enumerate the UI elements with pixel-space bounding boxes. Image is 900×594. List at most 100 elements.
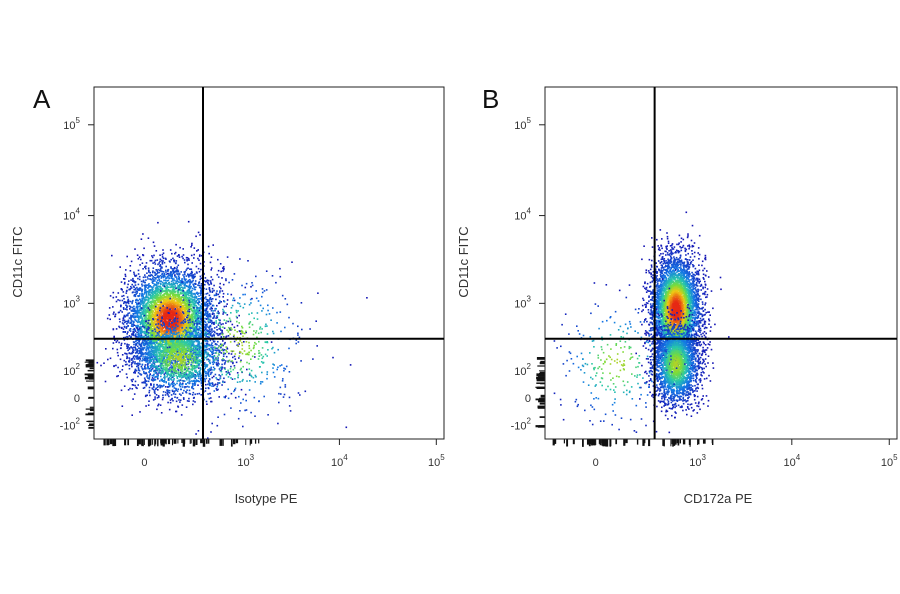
event-dot [186, 289, 189, 292]
event-dot [171, 252, 173, 255]
event-dot [198, 298, 200, 300]
event-dot [220, 352, 223, 354]
event-dot [186, 296, 188, 299]
event-dot [155, 293, 158, 296]
event-dot [156, 321, 159, 323]
event-dot [182, 324, 184, 327]
event-dot [180, 289, 183, 291]
event-dot [159, 269, 161, 272]
event-dot [141, 298, 144, 301]
event-dot [134, 361, 136, 363]
event-dot [141, 292, 143, 295]
event-dot [160, 259, 163, 262]
event-dot [191, 277, 194, 279]
event-dot [188, 276, 190, 278]
event-dot [126, 323, 128, 325]
event-dot [198, 326, 200, 328]
event-dot [189, 304, 192, 307]
event-dot [175, 280, 178, 283]
event-dot [137, 325, 139, 328]
event-dot [172, 365, 174, 368]
event-dot [219, 327, 221, 330]
event-dot [155, 286, 158, 289]
event-dot [160, 307, 163, 309]
event-dot [150, 323, 153, 325]
event-dot [126, 286, 129, 289]
event-dot [179, 284, 181, 286]
event-dot [195, 292, 198, 294]
event-dot [112, 306, 114, 308]
event-dot [180, 317, 182, 320]
event-dot [138, 335, 141, 338]
event-dot [161, 290, 163, 293]
event-dot [150, 291, 152, 293]
event-dot [169, 399, 172, 401]
event-dot [177, 291, 179, 294]
event-dot [156, 348, 158, 350]
event-dot [155, 327, 157, 330]
event-dot [127, 299, 129, 302]
event-dot [198, 306, 201, 309]
event-dot [188, 305, 191, 308]
event-dot [137, 365, 140, 367]
event-dot [185, 299, 188, 302]
event-dot [170, 258, 172, 261]
event-dot [177, 269, 179, 272]
event-dot [207, 316, 209, 319]
event-dot [170, 296, 172, 298]
event-dot [175, 358, 177, 360]
event-dot [154, 263, 157, 265]
event-dot [171, 308, 173, 311]
event-dot [146, 276, 149, 278]
event-dot [183, 291, 186, 293]
event-dot [139, 311, 142, 314]
event-dot [183, 332, 185, 334]
event-dot [138, 356, 140, 359]
event-dot [163, 275, 165, 278]
event-dot [158, 326, 161, 329]
event-dot [131, 301, 134, 303]
event-dot [117, 354, 119, 357]
event-dot [215, 292, 218, 295]
event-dot [161, 272, 164, 275]
event-dot [139, 264, 141, 266]
event-dot [184, 310, 187, 312]
event-dot [167, 302, 170, 304]
event-dot [166, 298, 169, 300]
event-dot [129, 270, 132, 272]
event-dot [173, 293, 176, 296]
event-dot [126, 308, 128, 311]
event-dot [192, 351, 195, 353]
event-dot [196, 349, 199, 351]
event-dot [179, 281, 181, 284]
event-dot [174, 279, 176, 282]
event-dot [160, 324, 162, 327]
event-dot [209, 324, 212, 327]
event-dot [153, 307, 155, 309]
event-dot [156, 270, 158, 272]
event-dot [122, 331, 125, 333]
event-dot [156, 281, 158, 283]
event-dot [152, 331, 155, 333]
event-dot [135, 310, 137, 313]
event-dot [157, 349, 159, 351]
event-dot [146, 299, 148, 301]
event-dot [159, 258, 162, 261]
event-dot [168, 350, 171, 352]
event-dot [178, 308, 181, 310]
event-dot [132, 356, 135, 359]
event-dot [137, 336, 139, 339]
event-dot [151, 344, 153, 347]
event-dot [173, 312, 176, 314]
event-dot [143, 313, 146, 315]
event-dot [156, 296, 159, 298]
event-dot [183, 374, 186, 376]
event-dot [218, 286, 221, 288]
event-dot [159, 297, 161, 300]
event-dot [177, 264, 180, 267]
event-dot [167, 301, 169, 303]
event-dot [179, 315, 182, 318]
event-dot [166, 311, 168, 314]
event-dot [118, 325, 120, 328]
event-dot [175, 260, 178, 262]
